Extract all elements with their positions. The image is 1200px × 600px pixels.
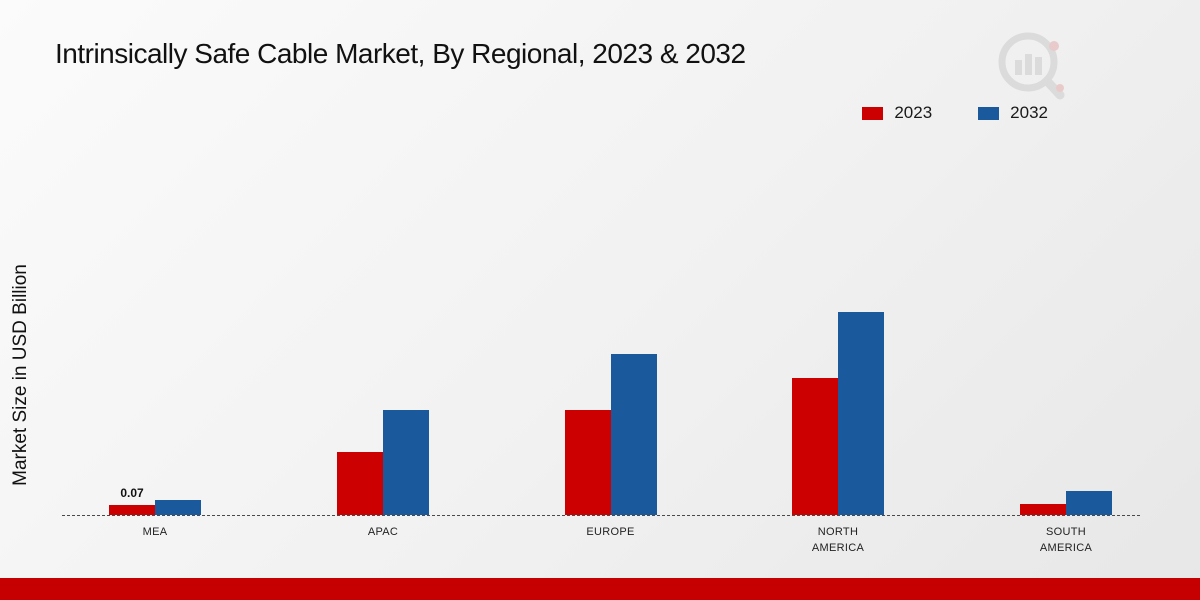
legend-swatch-2032: [978, 106, 1000, 120]
bar-north-america-2023: [792, 378, 838, 515]
bar-mea-2023: [109, 505, 155, 515]
bar-group-north-america: [792, 312, 884, 515]
bar-group-south-america: [1020, 491, 1112, 515]
data-label-mea-2023: 0.07: [120, 486, 144, 501]
footer-stripe: [0, 578, 1200, 600]
bar-apac-2023: [337, 452, 383, 515]
legend-swatch-2023: [862, 106, 884, 120]
bar-europe-2032: [610, 354, 657, 515]
legend: 2023 2032: [862, 103, 1048, 123]
x-axis-label-mea: MEA: [142, 526, 168, 538]
x-axis-label-apac: APAC: [367, 526, 399, 538]
x-axis-label-north-america: NORTH AMERICA: [811, 526, 865, 554]
brand-logo: [996, 30, 1068, 104]
bar-north-america-2032: [838, 312, 884, 515]
legend-item-2032: 2032: [978, 103, 1048, 123]
legend-label-2032: 2032: [1010, 103, 1048, 122]
x-axis-baseline: [62, 515, 1140, 516]
bar-group-mea: [109, 500, 201, 515]
legend-label-2023: 2023: [894, 103, 933, 122]
bar-south-america-2023: [1020, 504, 1066, 515]
bar-group-europe: [564, 354, 657, 515]
bar-apac-2032: [383, 410, 429, 515]
bar-group-apac: [337, 410, 429, 515]
x-axis-label-south-america: SOUTH AMERICA: [1039, 526, 1093, 554]
bar-south-america-2032: [1066, 491, 1112, 515]
bar-mea-2032: [155, 500, 201, 515]
chart-title: Intrinsically Safe Cable Market, By Regi…: [55, 38, 746, 69]
magnifier-chart-icon: [998, 32, 1065, 100]
x-axis-label-europe: EUROPE: [586, 526, 635, 538]
legend-item-2023: 2023: [862, 103, 932, 123]
bar-europe-2023: [564, 410, 611, 515]
